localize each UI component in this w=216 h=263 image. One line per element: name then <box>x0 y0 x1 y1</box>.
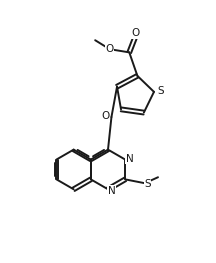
Text: O: O <box>106 44 114 54</box>
Text: S: S <box>157 87 164 97</box>
Text: S: S <box>144 179 151 189</box>
Text: N: N <box>108 186 116 196</box>
Text: N: N <box>126 154 134 164</box>
Text: O: O <box>101 112 110 122</box>
Text: O: O <box>131 28 140 38</box>
